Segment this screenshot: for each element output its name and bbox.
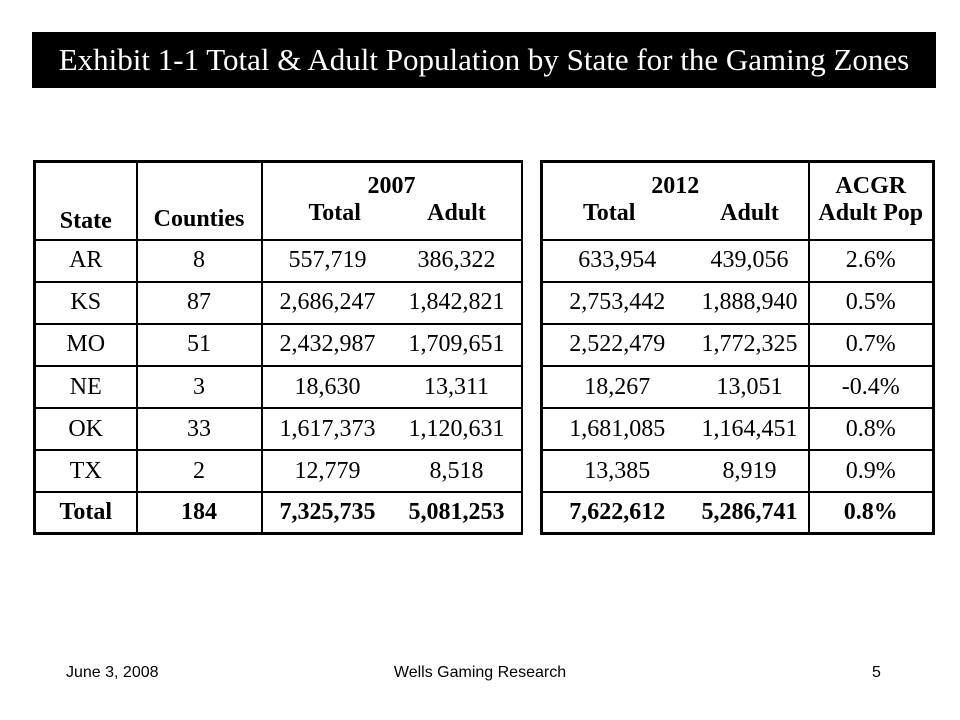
cell-adult-2007: 386,322 [392, 239, 523, 283]
header-acgr: ACGR [808, 159, 935, 200]
cell-counties: 3 [136, 366, 263, 410]
cell-state: KS [33, 281, 138, 325]
cell-adult-2007: 1,842,821 [392, 281, 523, 325]
cell-total-2012: 633,954 [540, 239, 692, 283]
cell-adult-2007: 1,709,651 [392, 323, 523, 368]
table-row: NE 3 18,630 13,311 18,267 13,051 -0.4% [33, 366, 935, 410]
population-table: State Counties 2007 2012 ACGR Total Adult Total… [33, 159, 935, 536]
total-row: Total 184 7,325,735 5,081,253 7,622,612 5,286… [33, 492, 935, 536]
header-adult-pop: Adult Pop [808, 199, 935, 241]
header-year-2007: 2007 [261, 159, 523, 200]
cell-total-2007: 2,686,247 [261, 281, 393, 325]
table-row: TX 2 12,779 8,518 13,385 8,919 0.9% [33, 450, 935, 494]
cell-total-2012: 2,753,442 [540, 281, 692, 325]
header-state: State [33, 159, 138, 241]
header-adult-2012: Adult [691, 199, 810, 241]
cell-total-2012: 1,681,085 [540, 408, 692, 452]
cell-state: NE [33, 366, 138, 410]
table-row: AR 8 557,719 386,322 633,954 439,056 2.6% [33, 239, 935, 283]
cell-total-2007: 18,630 [261, 366, 393, 410]
cell-state: Total [33, 492, 138, 536]
header-row-years: State Counties 2007 2012 ACGR [33, 159, 935, 241]
slide-title: Exhibit 1-1 Total & Adult Population by … [58, 42, 910, 77]
cell-total-2012: 7,622,612 [540, 492, 692, 536]
cell-state: TX [33, 450, 138, 494]
cell-adult-2007: 13,311 [392, 366, 523, 410]
header-year-2012: 2012 [540, 159, 810, 200]
cell-adult-2012: 8,919 [691, 450, 810, 494]
cell-adult-2012: 439,056 [691, 239, 810, 283]
cell-acgr: 0.5% [808, 281, 935, 325]
cell-acgr: 0.8% [808, 408, 935, 452]
slide-title-bar: Exhibit 1-1 Total & Adult Population by … [32, 32, 936, 88]
cell-total-2012: 2,522,479 [540, 323, 692, 368]
cell-acgr: 0.8% [808, 492, 935, 536]
cell-counties: 33 [136, 408, 263, 452]
cell-state: OK [33, 408, 138, 452]
cell-counties: 8 [136, 239, 263, 283]
cell-counties: 2 [136, 450, 263, 494]
footer-company: Wells Gaming Research [393, 664, 567, 681]
cell-adult-2007: 5,081,253 [392, 492, 523, 536]
cell-acgr: 0.9% [808, 450, 935, 494]
header-total-2012: Total [540, 199, 692, 241]
cell-total-2007: 2,432,987 [261, 323, 393, 368]
cell-total-2007: 1,617,373 [261, 408, 393, 452]
header-adult-2007: Adult [392, 199, 523, 241]
header-row-columns: Total Adult Total Adult Adult Pop [35, 199, 935, 241]
cell-total-2012: 18,267 [540, 366, 692, 410]
population-table-container: State Counties 2007 2012 ACGR Total Adult Total… [33, 159, 935, 536]
cell-total-2012: 13,385 [540, 450, 692, 494]
cell-counties: 87 [136, 281, 263, 325]
cell-adult-2007: 8,518 [392, 450, 523, 494]
cell-acgr: -0.4% [808, 366, 935, 410]
cell-total-2007: 12,779 [261, 450, 393, 494]
cell-total-2007: 557,719 [261, 239, 393, 283]
cell-adult-2012: 1,164,451 [691, 408, 810, 452]
header-total-2007: Total [261, 199, 393, 241]
cell-adult-2012: 13,051 [691, 366, 810, 410]
cell-acgr: 2.6% [808, 239, 935, 283]
cell-counties: 51 [136, 323, 263, 368]
cell-adult-2012: 1,888,940 [691, 281, 810, 325]
cell-counties: 184 [136, 492, 263, 536]
table-row: KS 87 2,686,247 1,842,821 2,753,442 1,888,940… [33, 281, 935, 325]
footer-date: June 3, 2008 [66, 664, 159, 681]
cell-state: MO [33, 323, 138, 368]
cell-adult-2012: 5,286,741 [691, 492, 810, 536]
cell-adult-2007: 1,120,631 [392, 408, 523, 452]
cell-state: AR [33, 239, 138, 283]
cell-acgr: 0.7% [808, 323, 935, 368]
header-counties: Counties [136, 159, 263, 241]
table-row: MO 51 2,432,987 1,709,651 2,522,479 1,772,325… [33, 323, 935, 368]
cell-adult-2012: 1,772,325 [691, 323, 810, 368]
table-gap [522, 162, 542, 534]
table-row: OK 33 1,617,373 1,120,631 1,681,085 1,164,451… [33, 408, 935, 452]
cell-total-2007: 7,325,735 [261, 492, 393, 536]
footer-page-number: 5 [872, 664, 881, 681]
